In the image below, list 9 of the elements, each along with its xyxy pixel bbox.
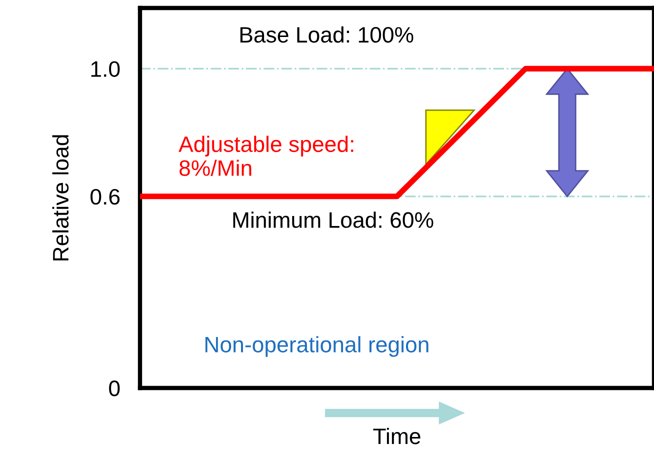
annotation: Non-operational region [205, 336, 428, 357]
annotation: Adjustable speed: 8%/Min [178, 136, 354, 176]
annotation: Minimum Load: 60% [233, 212, 434, 228]
x-axis-title: Time [373, 428, 420, 444]
y-tick-label: 0.6 [90, 188, 120, 205]
y-axis-title: Relative load [52, 135, 69, 260]
annotation: Base Load: 100% [240, 26, 414, 43]
y-tick-label: 1.0 [91, 61, 120, 77]
y-tick-label: 0 [109, 380, 120, 396]
